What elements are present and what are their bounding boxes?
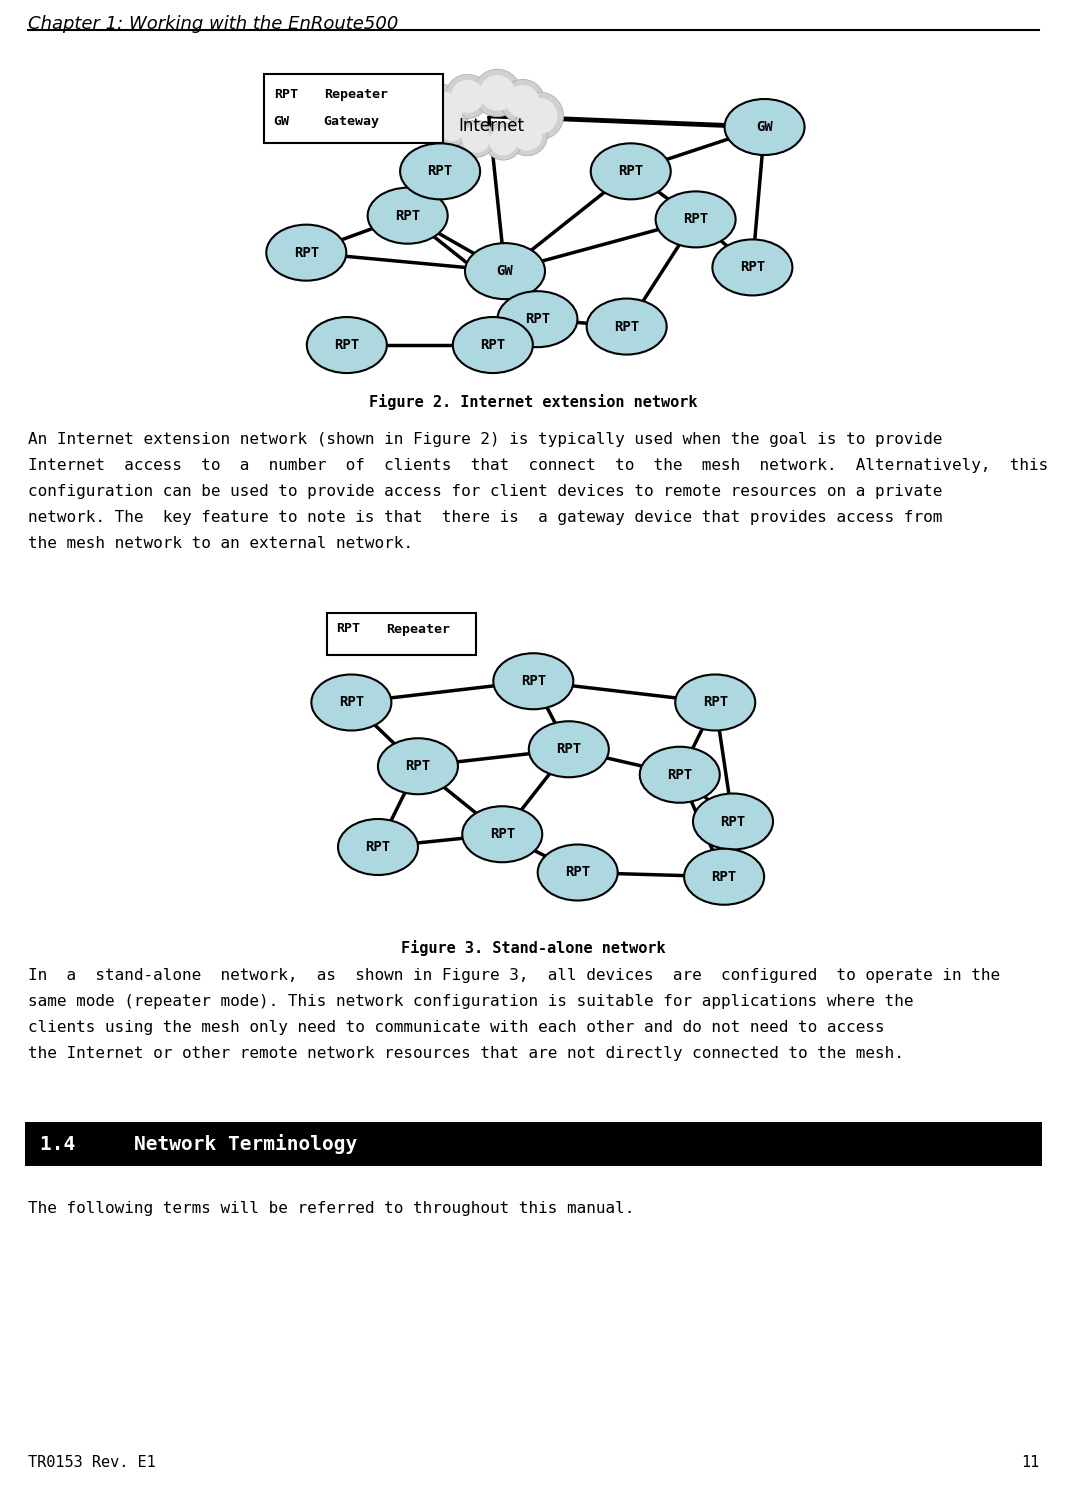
Text: configuration can be used to provide access for client devices to remote resourc: configuration can be used to provide acc…	[28, 483, 942, 498]
Text: RPT: RPT	[615, 319, 639, 334]
Text: GW: GW	[757, 119, 773, 134]
Circle shape	[484, 122, 522, 160]
Text: 11: 11	[1021, 1455, 1039, 1470]
Text: RPT: RPT	[395, 209, 420, 222]
Text: Internet: Internet	[459, 116, 525, 134]
Circle shape	[435, 112, 469, 146]
Circle shape	[415, 85, 469, 139]
Text: network. The  key feature to note is that  there is  a gateway device that provi: network. The key feature to note is that…	[28, 510, 942, 525]
Text: RPT: RPT	[339, 695, 364, 710]
Text: Internet  access  to  a  number  of  clients  that  connect  to  the  mesh  netw: Internet access to a number of clients t…	[28, 458, 1048, 473]
Ellipse shape	[465, 243, 545, 298]
Text: RPT: RPT	[405, 759, 430, 773]
Text: RPT: RPT	[739, 261, 765, 275]
Text: Figure 2. Internet extension network: Figure 2. Internet extension network	[369, 394, 697, 410]
Text: Gateway: Gateway	[323, 115, 380, 128]
Text: RPT: RPT	[336, 622, 361, 636]
Circle shape	[451, 79, 484, 113]
Text: RPT: RPT	[556, 742, 582, 756]
Circle shape	[507, 115, 547, 155]
Ellipse shape	[724, 98, 805, 155]
Ellipse shape	[462, 806, 542, 862]
Ellipse shape	[587, 298, 667, 355]
Circle shape	[462, 125, 490, 152]
Text: RPT: RPT	[428, 164, 452, 179]
Circle shape	[479, 75, 515, 110]
Text: RPT: RPT	[490, 827, 514, 841]
Ellipse shape	[640, 747, 720, 803]
Ellipse shape	[338, 819, 418, 874]
Text: RPT: RPT	[566, 865, 590, 879]
Circle shape	[440, 116, 465, 142]
Ellipse shape	[493, 653, 573, 709]
Ellipse shape	[368, 188, 448, 243]
Text: RPT: RPT	[293, 246, 319, 260]
Circle shape	[506, 85, 539, 118]
Ellipse shape	[497, 291, 577, 348]
Text: In  a  stand-alone  network,  as  shown in Figure 3,  all devices  are  configur: In a stand-alone network, as shown in Fi…	[28, 968, 1000, 983]
Circle shape	[421, 91, 462, 133]
Text: RPT: RPT	[334, 339, 360, 352]
Text: GW: GW	[496, 264, 513, 278]
Text: Repeater: Repeater	[323, 88, 387, 100]
Text: RPT: RPT	[274, 88, 298, 100]
Text: RPT: RPT	[525, 312, 550, 327]
Text: clients using the mesh only need to communicate with each other and do not need : clients using the mesh only need to comm…	[28, 1021, 885, 1035]
Ellipse shape	[538, 844, 618, 901]
Text: RPT: RPT	[683, 212, 708, 227]
Ellipse shape	[529, 721, 609, 777]
Ellipse shape	[655, 191, 735, 248]
Text: same mode (repeater mode). This network configuration is suitable for applicatio: same mode (repeater mode). This network …	[28, 994, 913, 1009]
Ellipse shape	[307, 316, 387, 373]
Circle shape	[445, 75, 490, 118]
Text: RPT: RPT	[712, 870, 736, 883]
Circle shape	[489, 127, 517, 155]
Ellipse shape	[312, 674, 392, 731]
Ellipse shape	[675, 674, 755, 731]
Text: RPT: RPT	[720, 815, 746, 828]
Text: Chapter 1: Working with the EnRoute500: Chapter 1: Working with the EnRoute500	[28, 15, 398, 33]
Circle shape	[474, 69, 521, 116]
Circle shape	[512, 121, 542, 151]
FancyBboxPatch shape	[264, 73, 443, 143]
Text: RPT: RPT	[618, 164, 643, 179]
Text: The following terms will be referred to throughout this manual.: The following terms will be referred to …	[28, 1201, 635, 1216]
Ellipse shape	[378, 739, 458, 794]
Ellipse shape	[400, 143, 480, 200]
Text: An Internet extension network (shown in Figure 2) is typically used when the goa: An Internet extension network (shown in …	[28, 433, 942, 448]
Ellipse shape	[692, 794, 773, 849]
Text: Repeater: Repeater	[386, 622, 450, 636]
Text: TR0153 Rev. E1: TR0153 Rev. E1	[28, 1455, 156, 1470]
Text: RPT: RPT	[480, 339, 506, 352]
Circle shape	[500, 79, 545, 124]
Text: Figure 3. Stand-alone network: Figure 3. Stand-alone network	[401, 940, 666, 956]
FancyBboxPatch shape	[328, 613, 476, 655]
Ellipse shape	[267, 225, 347, 280]
Text: the mesh network to an external network.: the mesh network to an external network.	[28, 536, 413, 551]
Text: the Internet or other remote network resources that are not directly connected t: the Internet or other remote network res…	[28, 1046, 904, 1061]
Ellipse shape	[591, 143, 671, 200]
Circle shape	[522, 98, 558, 134]
Text: RPT: RPT	[703, 695, 728, 710]
Text: GW: GW	[274, 115, 290, 128]
Text: RPT: RPT	[365, 840, 391, 853]
Text: RPT: RPT	[667, 768, 692, 782]
Text: RPT: RPT	[521, 674, 546, 688]
Ellipse shape	[452, 316, 532, 373]
Ellipse shape	[713, 239, 793, 295]
Ellipse shape	[684, 849, 764, 904]
Text: 1.4     Network Terminology: 1.4 Network Terminology	[39, 1134, 357, 1153]
Circle shape	[516, 93, 563, 140]
FancyBboxPatch shape	[25, 1122, 1042, 1167]
Circle shape	[458, 121, 495, 158]
